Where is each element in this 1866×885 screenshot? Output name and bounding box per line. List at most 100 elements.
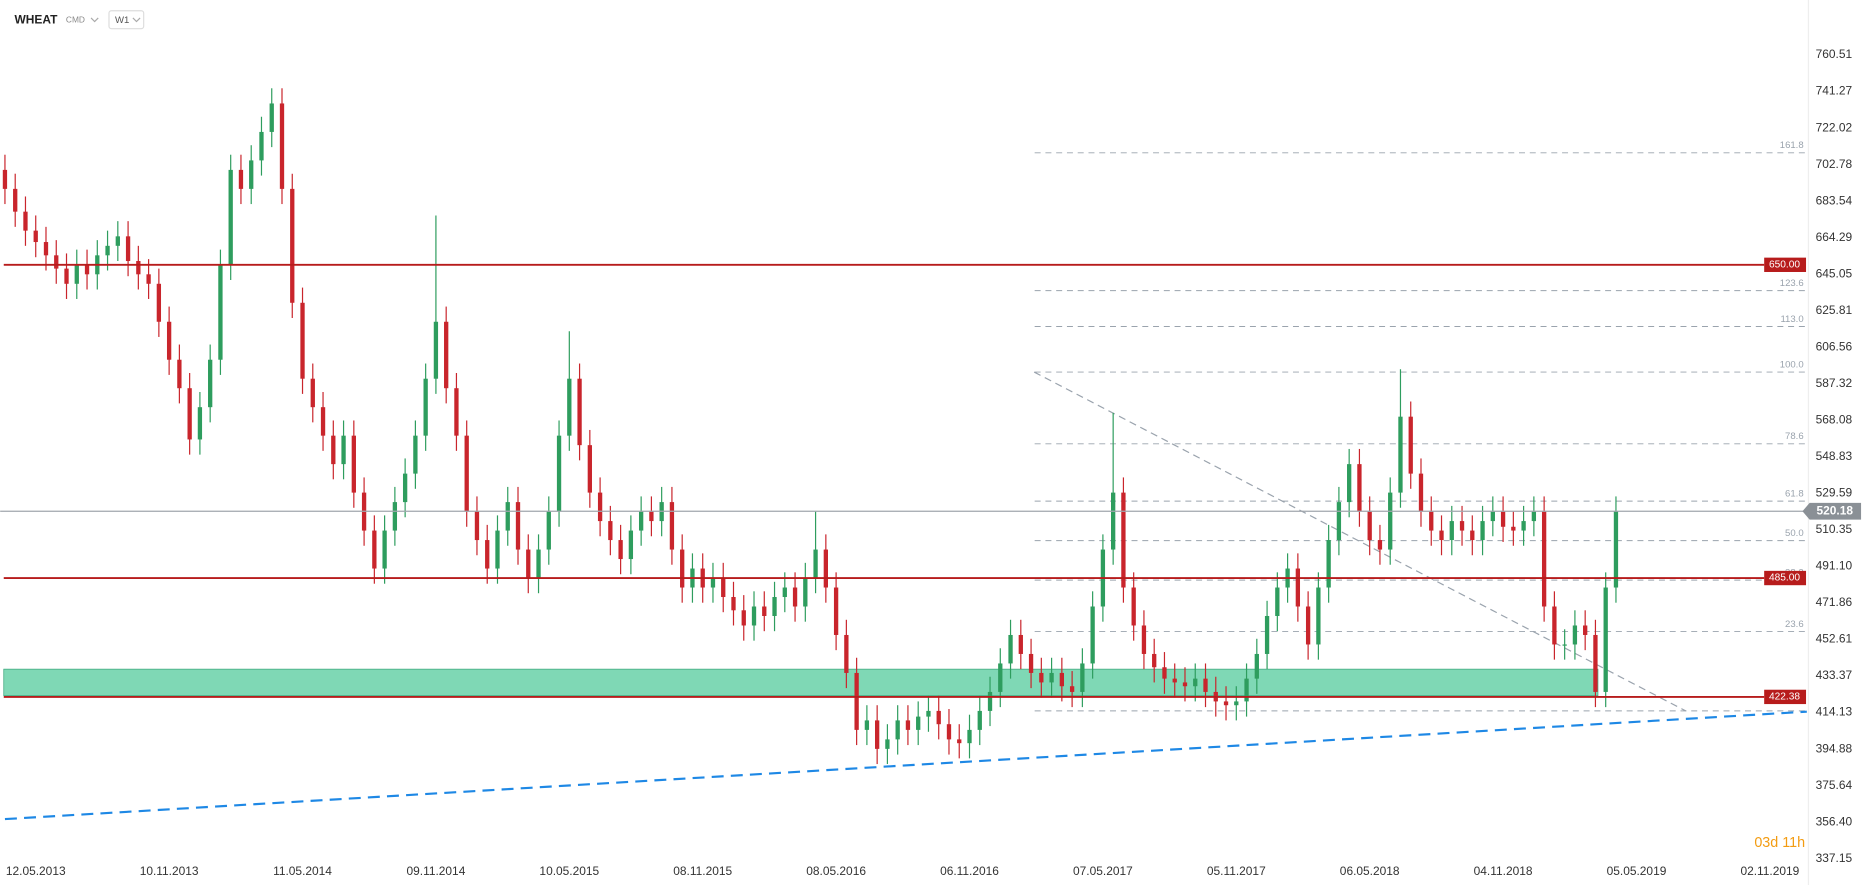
candle-body [1593, 634, 1598, 692]
candle-body [1069, 686, 1075, 692]
candle-body [905, 720, 911, 730]
candle-body [762, 606, 767, 616]
candle-body [1521, 521, 1526, 531]
dropdown-arrow [90, 17, 99, 23]
interval[interactable]: W1 [115, 15, 129, 26]
candle-body [515, 502, 521, 550]
y-tick-label: 760.51 [1816, 47, 1853, 61]
candle-body [1295, 568, 1301, 607]
candle-body [1326, 540, 1331, 588]
candle-body [731, 597, 736, 611]
candle-body [1008, 634, 1013, 664]
candle-body [238, 169, 244, 189]
candle-body [936, 710, 941, 725]
candle-body [156, 283, 162, 322]
y-tick-label: 471.86 [1816, 595, 1853, 609]
candle-body [1367, 511, 1372, 541]
candle-body [269, 103, 274, 132]
candle-body [392, 502, 398, 531]
candle-body [1531, 511, 1537, 522]
candle-body [1377, 540, 1383, 550]
candle-body [341, 435, 346, 465]
x-tick-label: 02.11.2019 [1740, 864, 1799, 878]
candle-body [23, 211, 28, 231]
level-label: 650.00 [1769, 259, 1800, 270]
market[interactable]: CMD [66, 15, 85, 25]
current-price-box [1802, 502, 1862, 520]
candle-body [1439, 530, 1444, 541]
y-tick-label: 414.13 [1816, 705, 1853, 719]
candle-body [279, 103, 285, 189]
fib-label: 123.6 [1780, 278, 1804, 289]
candle-body [772, 597, 777, 616]
candle-body [710, 578, 716, 588]
candle-body [423, 378, 428, 436]
candle-body [187, 388, 192, 440]
x-tick-label: 07.05.2017 [1073, 864, 1133, 878]
y-tick-label: 433.37 [1816, 668, 1853, 682]
candle-body [74, 264, 79, 284]
y-tick-label: 337.15 [1816, 851, 1853, 865]
y-tick-label: 452.61 [1816, 632, 1853, 646]
candle-body [1357, 464, 1362, 512]
candle-body [33, 230, 38, 243]
candle-body [1059, 672, 1065, 687]
candle-body [1244, 678, 1249, 702]
interval-box[interactable] [108, 10, 145, 30]
candle-body [1429, 511, 1434, 531]
candle-body [249, 160, 254, 189]
candle-body [1254, 653, 1259, 679]
candle-body [259, 131, 264, 161]
candle-body [854, 672, 859, 730]
candle-body [1193, 678, 1198, 687]
candle-body [1398, 416, 1403, 493]
candle-body [1090, 606, 1095, 664]
candle-body [1562, 644, 1567, 646]
candle-body [803, 578, 808, 607]
x-tick-label: 08.05.2016 [806, 864, 866, 878]
y-tick-label: 722.02 [1816, 120, 1853, 134]
candle-body [413, 435, 418, 474]
candle-body [1541, 511, 1547, 607]
candle-body [782, 587, 787, 598]
candle-body [300, 302, 305, 379]
candle-body [1141, 625, 1147, 654]
candle-body [536, 549, 541, 579]
candle-body [13, 188, 18, 212]
y-tick-label: 741.27 [1816, 84, 1853, 98]
candle-body [351, 435, 356, 493]
x-tick-label: 09.11.2014 [406, 864, 465, 878]
candle-body [43, 242, 49, 256]
candle-body [146, 274, 151, 284]
candle-body [823, 549, 828, 588]
x-tick-label: 05.05.2019 [1607, 864, 1667, 878]
candle-body [1162, 667, 1167, 679]
candle-body [680, 549, 685, 588]
candle-body [177, 359, 182, 389]
y-tick-label: 375.64 [1816, 778, 1853, 792]
candle-body [1049, 672, 1054, 683]
candle-body [597, 492, 603, 522]
candle-body [125, 236, 131, 262]
candle-body [1223, 701, 1229, 706]
candle-body [1316, 587, 1321, 645]
candle-body [136, 261, 141, 275]
candle-body [1470, 530, 1475, 541]
y-tick-label: 394.88 [1816, 741, 1853, 755]
level-label-box [1764, 570, 1807, 586]
candle-body [556, 435, 562, 512]
candle-body [402, 473, 408, 503]
candle-body [495, 530, 500, 569]
candle-body [1583, 625, 1588, 635]
y-tick-label: 568.08 [1816, 412, 1853, 426]
candle-body [1459, 521, 1465, 531]
candle-body [444, 321, 449, 389]
x-tick-label: 10.11.2013 [140, 864, 199, 878]
x-tick-label: 08.11.2015 [673, 864, 732, 878]
candle-body [946, 724, 952, 740]
candle-body [577, 378, 582, 446]
x-tick-label: 11.05.2014 [273, 864, 332, 878]
candle-body [208, 359, 213, 408]
candle-body [1408, 416, 1413, 474]
